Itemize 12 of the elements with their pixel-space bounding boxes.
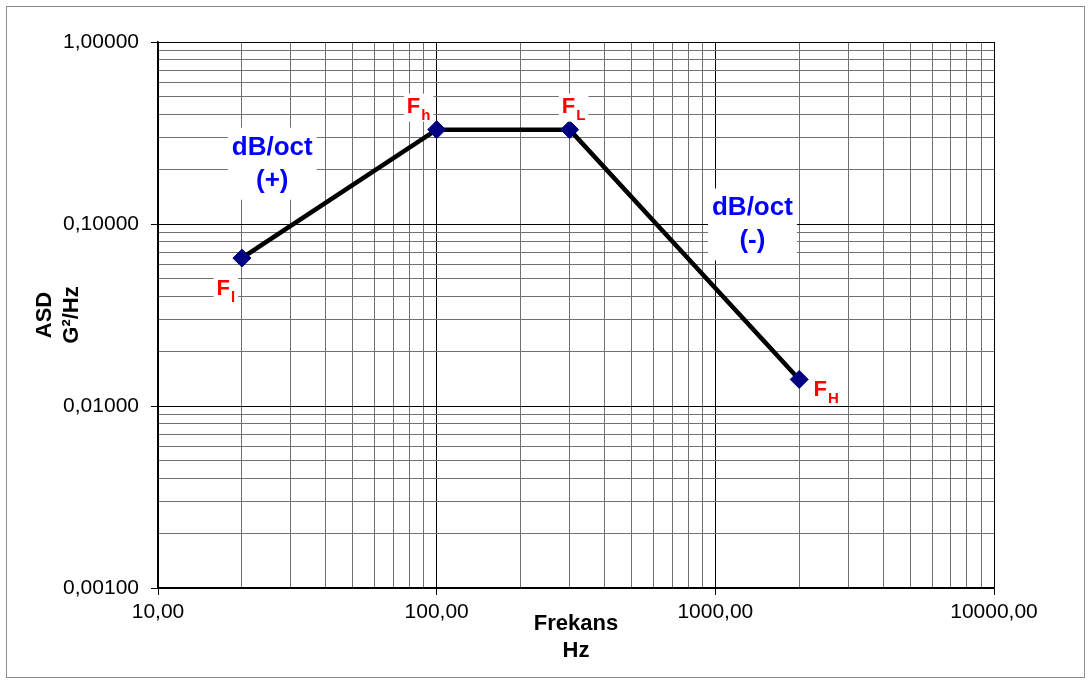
x-tick-label: 1000,00	[677, 599, 754, 623]
x-tick-label: 10000,00	[950, 599, 1038, 623]
y-tick-label: 1,00000	[63, 28, 139, 52]
annotation: dB/oct (-)	[711, 191, 794, 255]
annotation: dB/oct (+)	[231, 130, 314, 194]
y-tick-label: 0,00100	[63, 574, 139, 598]
x-tick-label: 10,00	[131, 599, 185, 623]
y-tick-label: 0,01000	[63, 392, 139, 416]
y-tick-label: 0,10000	[63, 210, 139, 234]
x-tick-label: 100,00	[404, 599, 469, 623]
x-axis-title: Frekans Hz	[533, 610, 619, 662]
y-axis-title: ASD G²/Hz	[31, 286, 83, 344]
